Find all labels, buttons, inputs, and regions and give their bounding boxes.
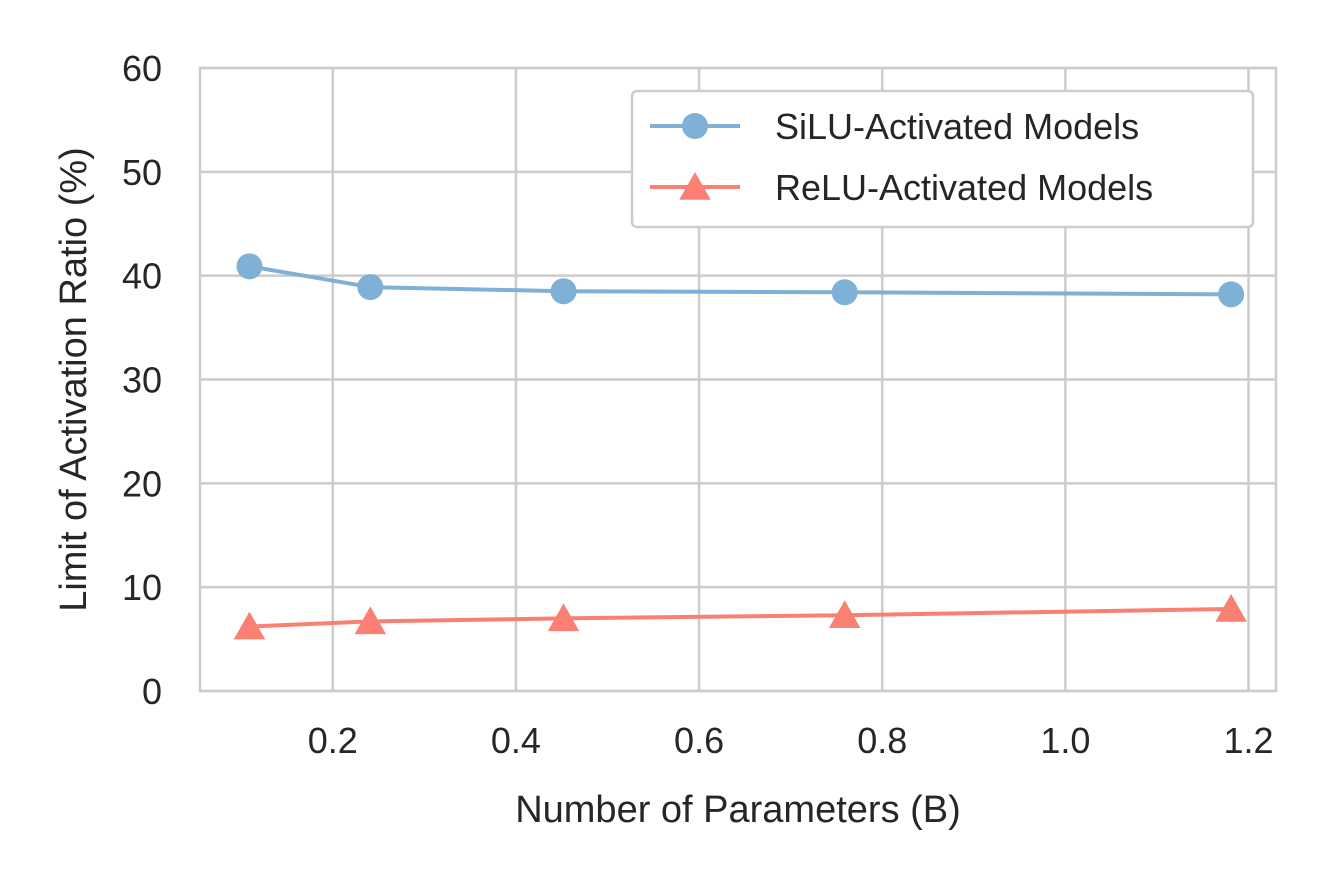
y-tick-label: 10 [122, 567, 162, 608]
x-tick-label: 0.2 [308, 720, 358, 761]
legend-marker [682, 113, 708, 139]
data-point [831, 279, 858, 306]
x-tick-label: 0.4 [491, 720, 541, 761]
x-tick-label: 1.0 [1040, 720, 1090, 761]
x-axis-label: Number of Parameters (B) [515, 789, 961, 831]
y-axis-label: Limit of Activation Ratio (%) [53, 147, 95, 612]
legend-marker [679, 172, 711, 200]
legend-box [630, 89, 1255, 229]
y-tick-label: 50 [122, 152, 162, 193]
y-tick-label: 40 [122, 256, 162, 297]
data-point [233, 611, 266, 640]
series-layer [233, 253, 1247, 640]
data-point [357, 274, 384, 301]
data-point [550, 278, 577, 305]
x-tick-label: 0.6 [674, 720, 724, 761]
x-axis-ticks: 0.2 0.4 0.6 0.8 1.0 1.2 [308, 720, 1274, 761]
data-point [354, 606, 387, 635]
legend-item: SiLU-Activated Models [650, 106, 1139, 147]
plot-frame [198, 66, 1278, 693]
series-relu [233, 593, 1247, 640]
x-tick-label: 1.2 [1224, 720, 1274, 761]
y-tick-label: 60 [122, 48, 162, 89]
legend-label: SiLU-Activated Models [775, 106, 1139, 147]
series-silu [236, 253, 1245, 308]
data-point [1218, 281, 1245, 308]
data-point [236, 253, 263, 280]
data-point [547, 603, 580, 632]
y-tick-label: 20 [122, 463, 162, 504]
data-point [828, 600, 861, 628]
legend-item: ReLU-Activated Models [650, 167, 1153, 208]
legend-label: ReLU-Activated Models [775, 167, 1153, 208]
y-axis-ticks: 0 10 20 30 40 50 60 [122, 48, 162, 712]
y-tick-label: 30 [122, 360, 162, 401]
y-tick-label: 0 [142, 671, 162, 712]
legend: SiLU-Activated Models ReLU-Activated Mode… [630, 89, 1255, 229]
series-line [247, 264, 1234, 297]
series-line [247, 606, 1234, 629]
data-point [1215, 593, 1247, 622]
x-tick-label: 0.8 [857, 720, 907, 761]
